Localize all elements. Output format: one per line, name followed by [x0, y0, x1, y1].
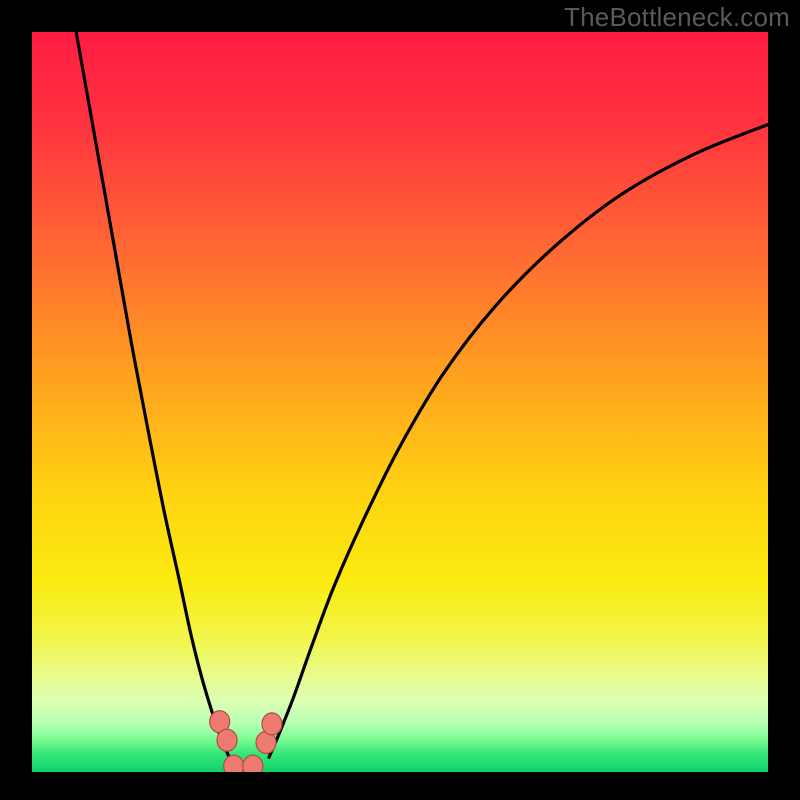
valley-marker	[243, 755, 263, 772]
chart-svg-overlay	[32, 32, 768, 772]
plot-outer-frame	[10, 32, 790, 794]
valley-marker	[217, 729, 237, 751]
valley-marker	[262, 713, 282, 735]
stage: TheBottleneck.com	[0, 0, 800, 800]
watermark-text: TheBottleneck.com	[564, 2, 790, 33]
valley-marker	[224, 755, 244, 772]
curve-right	[269, 125, 768, 758]
curve-left	[76, 32, 229, 757]
chart-area	[32, 32, 768, 772]
